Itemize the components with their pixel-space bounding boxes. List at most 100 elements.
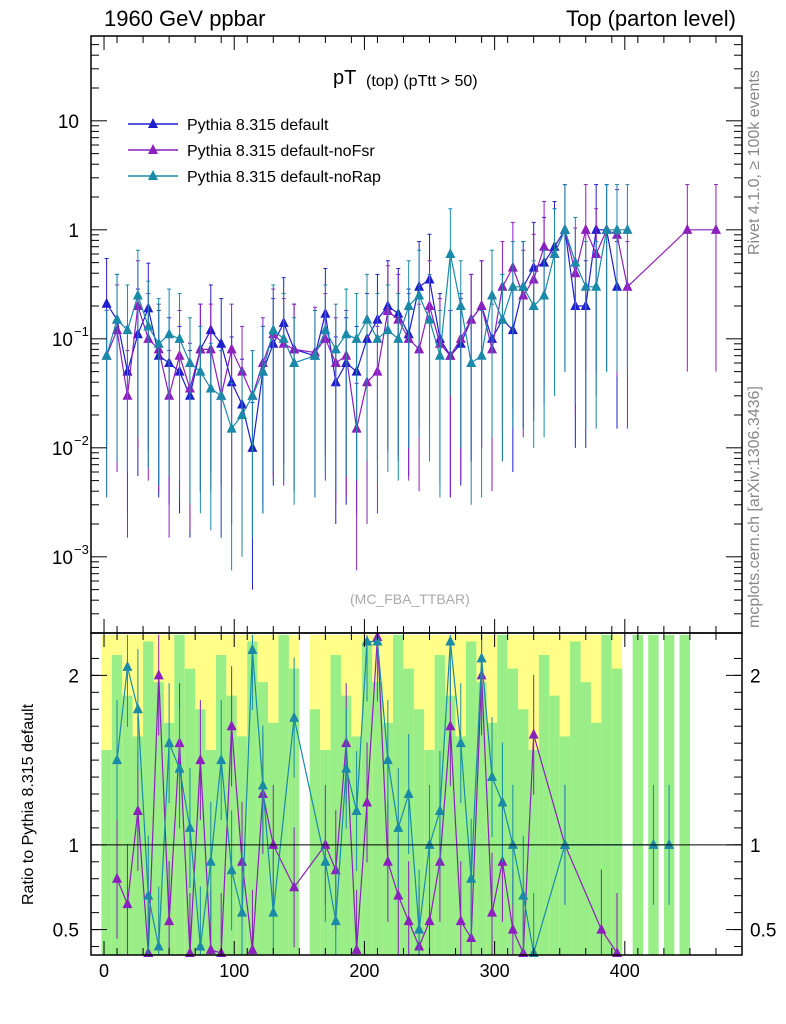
data-point	[539, 289, 550, 300]
ratio-band-green	[549, 695, 560, 955]
ratio-point	[226, 720, 237, 731]
ratio-point	[414, 923, 425, 934]
ratio-point	[424, 838, 435, 849]
data-point	[164, 328, 175, 339]
ratio-point	[466, 872, 477, 883]
ratio-point	[257, 779, 268, 790]
legend-label: Pythia 8.315 default	[187, 117, 329, 134]
data-point	[710, 223, 721, 234]
x-tick-label: 0	[99, 961, 109, 981]
data-point	[216, 389, 227, 400]
ratio-band-green	[278, 635, 289, 955]
ratio-band-green	[247, 641, 258, 955]
data-point	[580, 280, 591, 291]
data-point	[601, 223, 612, 234]
ratio-band-green	[143, 641, 154, 955]
ratio-point	[351, 804, 362, 815]
ratio-point	[205, 855, 216, 866]
series-3	[101, 184, 633, 571]
ratio-point	[382, 754, 393, 765]
ratio-band-green	[195, 709, 206, 955]
data-point	[476, 349, 487, 360]
ratio-point	[132, 804, 143, 815]
ratio-point	[184, 821, 195, 832]
data-point	[476, 300, 487, 311]
ratio-point	[164, 915, 175, 926]
y-tick-label: 10	[52, 330, 73, 351]
data-point	[289, 356, 300, 367]
data-point	[330, 343, 341, 354]
ratio-band-green	[455, 736, 466, 955]
ratio-point	[174, 762, 185, 773]
data-point	[132, 289, 143, 300]
data-point	[237, 409, 248, 420]
ratio-point	[122, 898, 133, 909]
data-point	[424, 313, 435, 324]
ratio-point	[112, 872, 123, 883]
data-point	[112, 313, 123, 324]
ratio-point	[216, 754, 227, 765]
data-point	[539, 240, 550, 251]
data-point	[445, 247, 456, 258]
y-tick-label: 10	[52, 439, 73, 460]
data-point	[591, 280, 602, 291]
data-point	[257, 365, 268, 376]
ratio-point	[195, 754, 206, 765]
data-point	[309, 349, 320, 360]
ratio-band-green	[590, 722, 602, 955]
ratio-point	[382, 855, 393, 866]
ratio-point	[497, 796, 508, 807]
data-point	[414, 289, 425, 300]
ratio-point	[226, 864, 237, 875]
data-point	[466, 356, 477, 367]
ratio-point	[424, 915, 435, 926]
data-point	[434, 349, 445, 360]
ratio-point	[518, 889, 529, 900]
ratio-point	[372, 635, 383, 646]
x-tick-label: 200	[349, 961, 379, 981]
ratio-point	[559, 838, 570, 849]
ratio-band-green	[101, 749, 112, 955]
data-point	[612, 223, 623, 234]
data-point	[570, 256, 581, 267]
ratio-band-green	[163, 722, 175, 955]
ratio-band-green	[570, 641, 581, 955]
ratio-point	[393, 821, 404, 832]
data-point	[101, 349, 112, 360]
header-energy: 1960 GeV ppbar	[104, 6, 266, 31]
ratio-band-green	[580, 682, 591, 955]
data-point	[122, 324, 133, 335]
ratio-point	[247, 943, 258, 954]
ratio-point	[455, 737, 466, 748]
data-point	[205, 382, 216, 393]
data-point	[455, 300, 466, 311]
data-point	[372, 332, 383, 343]
series-line	[106, 228, 618, 448]
ratio-point	[351, 943, 362, 954]
ratio-y-tick-label-right: 1	[750, 836, 761, 857]
x-tick-label: 300	[480, 961, 510, 981]
data-point	[216, 337, 227, 348]
legend-label: Pythia 8.315 default-noRap	[187, 169, 381, 186]
data-point	[382, 324, 393, 335]
data-point	[549, 247, 560, 258]
ratio-point	[403, 915, 414, 926]
data-point	[403, 300, 414, 311]
ratio-y-tick-label-right: 0.5	[750, 921, 776, 942]
ratio-band-green	[632, 635, 644, 955]
ratio-band-green	[153, 682, 164, 955]
ratio-band-green	[288, 668, 300, 955]
ratio-band-green	[309, 709, 321, 955]
data-point	[341, 328, 352, 339]
analysis-watermark: (MC_FBA_TTBAR)	[350, 591, 470, 607]
y-tick-label: 1	[68, 221, 79, 242]
x-tick-label: 400	[610, 961, 640, 981]
data-point	[528, 300, 539, 311]
chart-subtitle: (top) (pTtt > 50)	[366, 73, 478, 90]
data-point	[320, 324, 331, 335]
ratio-point	[434, 804, 445, 815]
ratio-band-green	[679, 635, 690, 955]
data-point	[559, 223, 570, 234]
data-point	[682, 223, 693, 234]
